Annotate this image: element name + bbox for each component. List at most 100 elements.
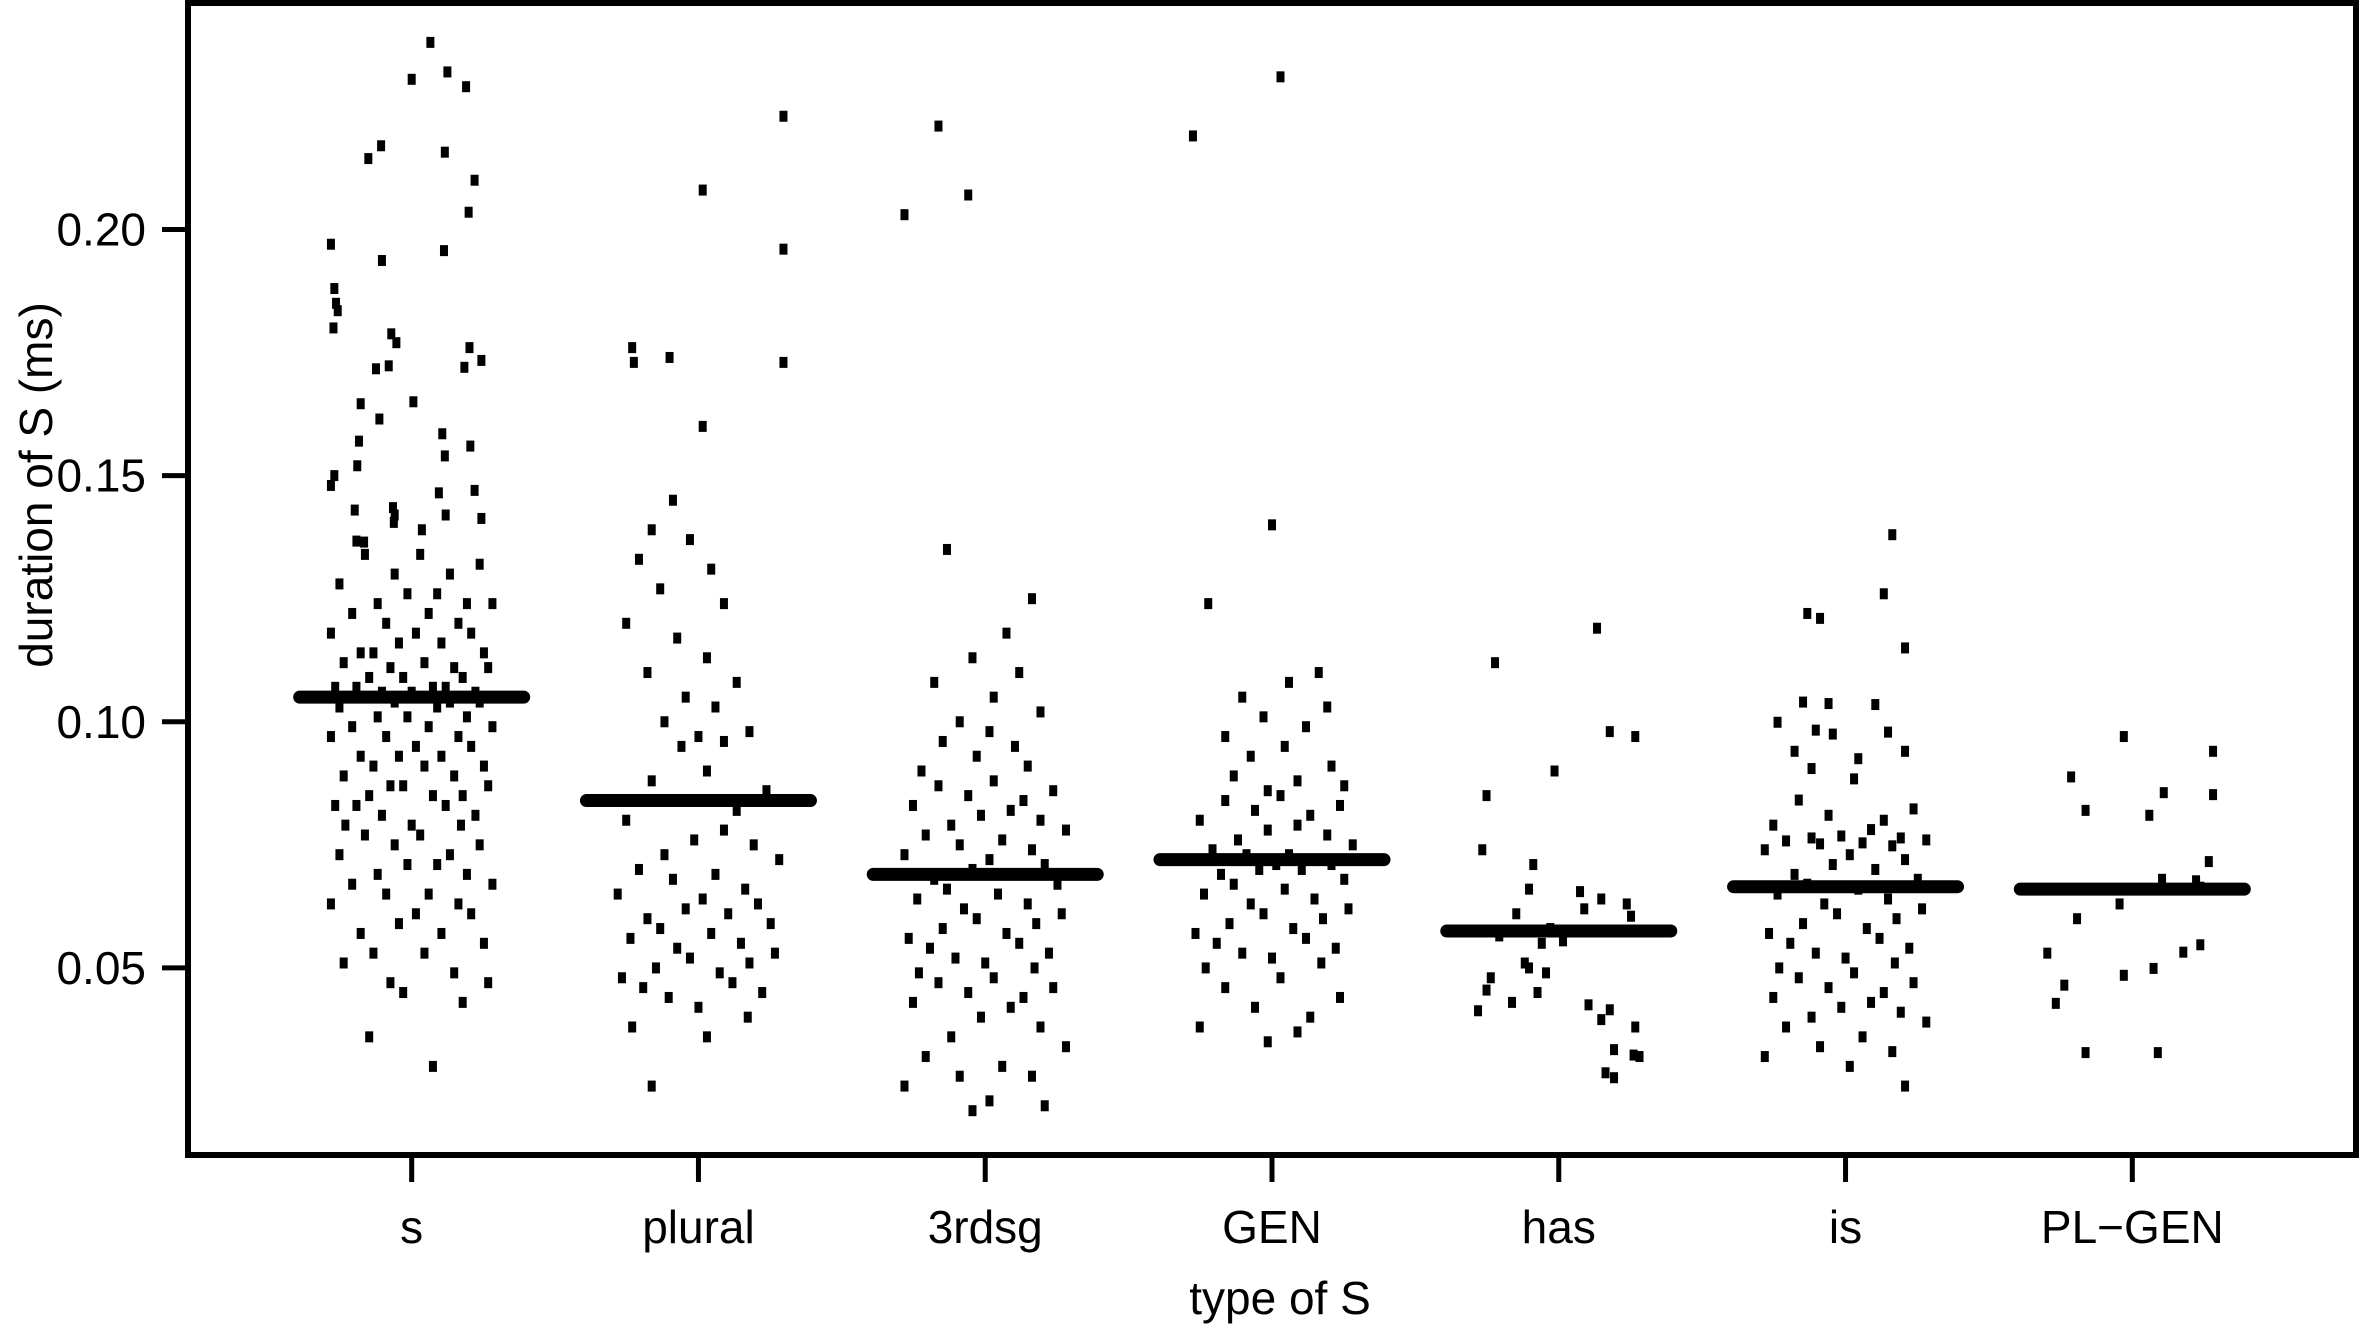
data-point: [428, 790, 437, 802]
data-point: [1888, 840, 1897, 852]
data-point: [719, 598, 728, 610]
data-point: [339, 657, 348, 669]
data-point: [365, 790, 374, 802]
data-point: [1580, 903, 1589, 915]
data-point: [989, 775, 998, 787]
data-point: [1888, 529, 1897, 541]
data-point: [2149, 962, 2158, 974]
data-point: [1811, 947, 1820, 959]
data-point: [690, 834, 699, 846]
data-point: [628, 1021, 637, 1033]
data-point: [1049, 785, 1058, 797]
data-point: [1280, 740, 1289, 752]
data-point: [470, 174, 479, 186]
data-point: [1610, 1044, 1619, 1056]
data-point: [1019, 795, 1028, 807]
data-point: [390, 568, 399, 580]
data-point: [1799, 696, 1808, 708]
data-point: [1023, 898, 1032, 910]
data-point: [1259, 908, 1268, 920]
data-point: [668, 873, 677, 885]
data-point: [1845, 1060, 1854, 1072]
data-point: [479, 937, 488, 949]
data-point: [1833, 908, 1842, 920]
data-point: [1263, 1036, 1272, 1048]
data-point: [622, 814, 631, 826]
data-point: [1478, 844, 1487, 856]
data-point: [1276, 972, 1285, 984]
data-point: [998, 834, 1007, 846]
data-point: [394, 750, 403, 762]
data-point: [1824, 809, 1833, 821]
data-point: [981, 957, 990, 969]
data-point: [2159, 787, 2168, 799]
data-point: [1032, 918, 1041, 930]
data-point: [976, 809, 985, 821]
data-point: [2209, 789, 2218, 801]
data-point: [934, 780, 943, 792]
data-point: [694, 1001, 703, 1013]
data-point: [1508, 996, 1517, 1008]
data-point: [356, 750, 365, 762]
data-point: [1030, 962, 1039, 974]
data-point: [488, 598, 497, 610]
data-point: [664, 991, 673, 1003]
data-point: [753, 898, 762, 910]
data-point: [1769, 819, 1778, 831]
data-point: [1892, 913, 1901, 925]
data-point: [938, 735, 947, 747]
data-point: [904, 932, 913, 944]
data-point: [1049, 982, 1058, 994]
data-point: [467, 740, 476, 752]
data-point: [1246, 898, 1255, 910]
data-point: [702, 1031, 711, 1043]
data-point: [1576, 886, 1585, 898]
data-point: [1909, 977, 1918, 989]
data-point: [1601, 1067, 1610, 1079]
data-point: [1529, 859, 1538, 871]
data-point: [433, 701, 442, 713]
data-point: [1794, 972, 1803, 984]
data-point: [732, 804, 741, 816]
data-point: [330, 283, 339, 295]
data-point: [389, 516, 398, 528]
data-point: [450, 770, 459, 782]
data-point: [1006, 804, 1015, 816]
data-point: [1040, 859, 1049, 871]
data-point: [392, 337, 401, 349]
data-point: [1597, 1014, 1606, 1026]
data-point: [369, 647, 378, 659]
data-point: [1896, 832, 1905, 844]
data-point: [456, 819, 465, 831]
data-point: [972, 750, 981, 762]
data-point: [673, 942, 682, 954]
x-tick-label: plural: [642, 1201, 755, 1253]
data-point: [1044, 947, 1053, 959]
data-point: [420, 657, 429, 669]
data-point: [420, 947, 429, 959]
data-point: [1263, 785, 1272, 797]
data-point: [360, 829, 369, 841]
data-point: [1276, 790, 1285, 802]
data-point: [1803, 607, 1812, 619]
data-point: [989, 691, 998, 703]
data-point: [2115, 898, 2124, 910]
data-point: [1336, 799, 1344, 811]
data-point: [762, 785, 771, 797]
x-axis-title: type of S: [1189, 1272, 1371, 1324]
data-point: [707, 563, 716, 575]
data-point: [1297, 863, 1306, 875]
data-point: [1195, 814, 1204, 826]
data-point: [1036, 814, 1045, 826]
data-point: [390, 509, 399, 521]
data-point: [386, 780, 395, 792]
data-point: [1276, 71, 1285, 83]
data-point: [779, 243, 788, 255]
data-point: [329, 322, 338, 334]
data-point: [2051, 997, 2060, 1009]
data-point: [1251, 1001, 1259, 1013]
data-point: [766, 918, 775, 930]
data-point: [1229, 770, 1238, 782]
data-point: [1816, 612, 1825, 624]
data-point: [484, 662, 493, 674]
